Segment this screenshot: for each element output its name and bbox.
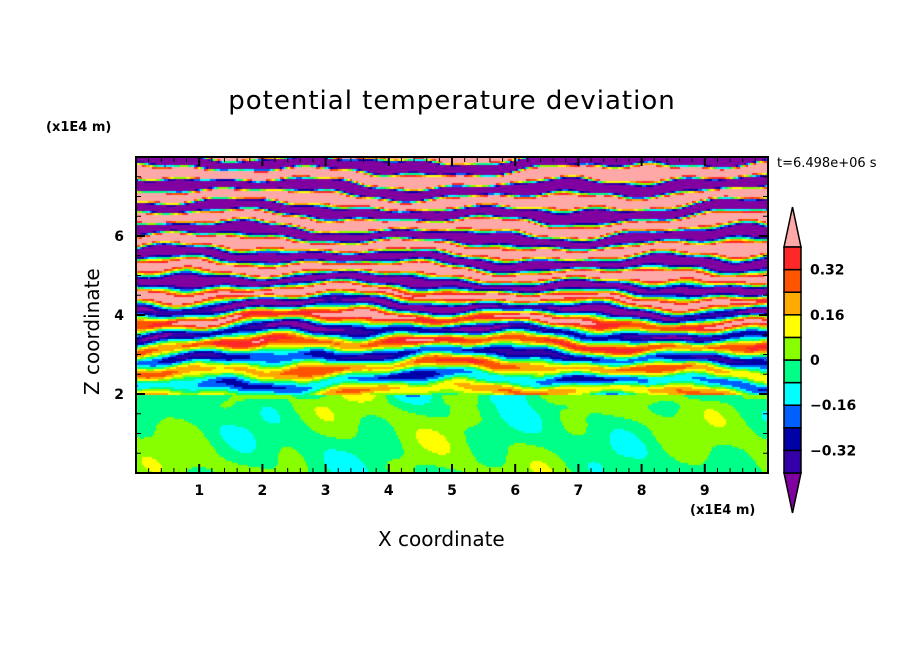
x-tick-label: 9 (700, 483, 710, 499)
x-tick-label: 4 (384, 483, 394, 499)
time-annotation: t=6.498e+06 s (777, 156, 877, 171)
x-unit-label: (x1E4 m) (690, 503, 756, 518)
chart-title: potential temperature deviation (228, 86, 676, 116)
colorbar-tick-label: 0.16 (810, 308, 845, 324)
colorbar-swatch (783, 404, 802, 429)
colorbar-swatch (783, 314, 802, 339)
colorbar-tick-label: −0.16 (810, 398, 856, 414)
x-tick-label: 8 (637, 483, 647, 499)
colorbar-swatch (783, 427, 802, 452)
colorbar-swatch (783, 381, 802, 406)
colorbar-over-arrow (783, 206, 802, 248)
y-tick-label: 4 (114, 308, 124, 324)
colorbar-tick-label: 0.32 (810, 263, 845, 279)
y-axis-label: Z coordinate (80, 268, 104, 395)
colorbar-swatch (783, 359, 802, 384)
colorbar-swatch (783, 291, 802, 316)
y-tick-label: 6 (114, 229, 124, 245)
colorbar-swatch (783, 268, 802, 293)
y-unit-label: (x1E4 m) (46, 120, 112, 135)
x-tick-label: 5 (447, 483, 457, 499)
x-tick-label: 2 (258, 483, 268, 499)
colorbar-tick-label: 0 (810, 353, 820, 369)
y-tick-label: 2 (114, 387, 124, 403)
colorbar-under-arrow (783, 472, 802, 514)
x-tick-label: 7 (574, 483, 584, 499)
colorbar-tick-label: −0.32 (810, 443, 856, 459)
plot-frame (135, 156, 769, 474)
x-tick-label: 1 (194, 483, 204, 499)
x-axis-label: X coordinate (378, 527, 505, 551)
colorbar-swatch (783, 336, 802, 361)
colorbar-swatch (783, 246, 802, 271)
x-tick-label: 3 (321, 483, 331, 499)
x-tick-label: 6 (510, 483, 520, 499)
colorbar-swatch (783, 449, 802, 474)
